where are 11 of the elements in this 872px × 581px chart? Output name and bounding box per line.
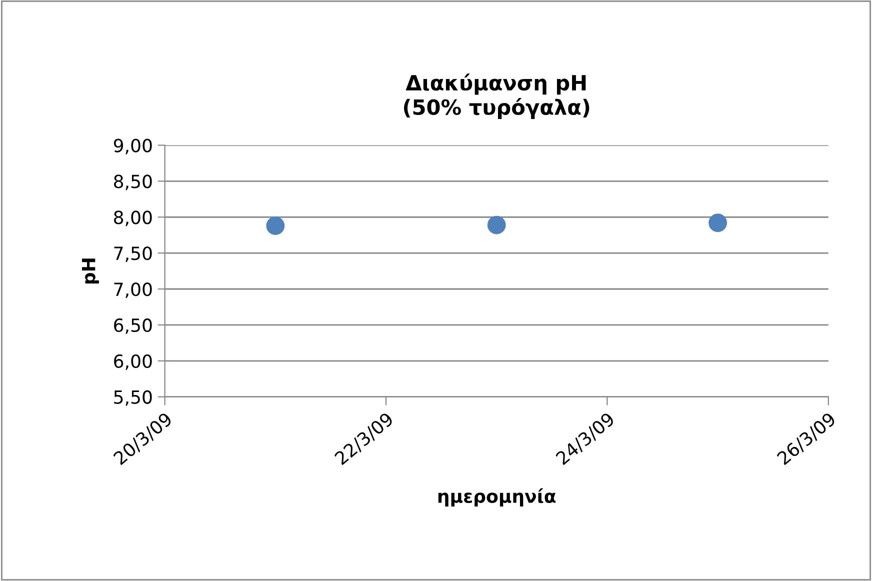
x-axis-title: ημερομηνία [438, 488, 556, 506]
chart-title: Διακύμανση pH (50% τυρόγαλα) [404, 74, 590, 120]
y-tick-label: 8,00 [114, 210, 152, 226]
y-tick-label: 6,50 [114, 318, 152, 334]
y-tick-label: 9,00 [114, 138, 152, 154]
y-tick-label: 8,50 [114, 174, 152, 190]
y-tick-label: 5,50 [114, 390, 152, 406]
y-tick-label: 7,00 [114, 282, 152, 298]
y-axis-title: pH [82, 258, 99, 284]
y-tick-label: 6,00 [114, 354, 152, 370]
y-tick-label: 7,50 [114, 246, 152, 262]
